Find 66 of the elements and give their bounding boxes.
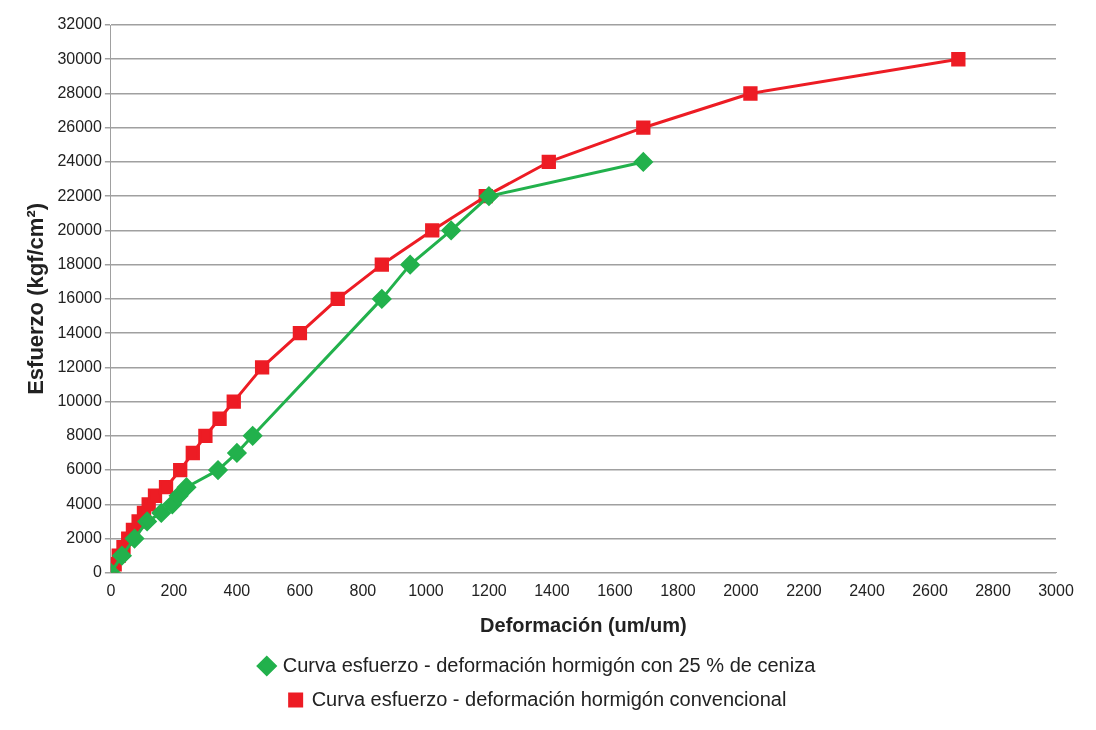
x-tick-label: 2400 [849, 581, 885, 599]
point [254, 360, 270, 375]
point [541, 154, 556, 170]
x-tick-label: 600 [286, 581, 314, 599]
y-tick-label: 28000 [57, 83, 102, 101]
point [479, 186, 499, 206]
y-tick-label: 10000 [57, 392, 102, 410]
x-tick-label: 800 [349, 581, 377, 599]
point [400, 255, 420, 275]
y-tick-label: 0 [92, 563, 102, 581]
point [151, 503, 171, 523]
point [951, 52, 966, 67]
x-tick-label: 400 [223, 581, 251, 599]
y-tick-label: 2000 [66, 528, 102, 546]
point [177, 477, 196, 497]
point [112, 546, 132, 566]
y-tick-label: 32000 [57, 15, 102, 33]
x-tick-label: 200 [160, 581, 188, 599]
x-tick-label: 2600 [912, 581, 948, 599]
point [173, 462, 188, 478]
x-tick-label: 1800 [660, 581, 696, 599]
y-tick-label: 30000 [57, 49, 102, 67]
x-tick-label: 1000 [408, 581, 444, 599]
x-tick-label: 0 [106, 581, 116, 599]
y-tick-label: 12000 [57, 357, 102, 375]
x-tick-label: 2800 [975, 581, 1011, 599]
point [158, 480, 174, 495]
y-axis-title: Esfuerzo (kgf/cm²) [23, 202, 49, 395]
point [208, 460, 228, 480]
point [185, 445, 200, 461]
point [374, 257, 389, 272]
x-tick-label: 1200 [471, 581, 507, 599]
point [243, 426, 263, 446]
point [212, 411, 227, 426]
point [633, 152, 653, 172]
legend-label: Curva esfuerzo - deformación hormigón con 25 % de ceniza [282, 653, 817, 676]
point [372, 289, 392, 309]
x-tick-label: 3000 [1038, 581, 1074, 599]
point [292, 325, 308, 341]
y-tick-label: 20000 [57, 220, 102, 238]
point [147, 488, 163, 503]
y-tick-label: 8000 [66, 426, 102, 444]
y-tick-label: 14000 [57, 323, 102, 341]
y-tick-label: 22000 [57, 186, 102, 204]
point [441, 220, 461, 240]
point [330, 291, 345, 307]
y-tick-label: 4000 [66, 494, 102, 512]
point [743, 86, 758, 101]
y-tick-label: 16000 [57, 289, 102, 307]
y-tick-label: 24000 [57, 152, 102, 170]
legend-label: Curva esfuerzo - deformación hormigón convencional [311, 687, 787, 710]
point [226, 394, 241, 409]
x-axis-title: Deformación (um/um) [480, 613, 687, 636]
point [227, 443, 247, 463]
x-tick-label: 1600 [597, 581, 633, 599]
point [125, 529, 145, 549]
point [425, 223, 440, 238]
y-tick-label: 26000 [57, 118, 102, 136]
x-tick-label: 2000 [723, 581, 759, 599]
y-tick-label: 6000 [66, 460, 102, 478]
x-tick-label: 1400 [534, 581, 570, 599]
x-tick-label: 2200 [786, 581, 822, 599]
point [636, 120, 651, 135]
y-tick-label: 18000 [57, 255, 102, 273]
point [198, 428, 213, 444]
point [137, 511, 157, 531]
